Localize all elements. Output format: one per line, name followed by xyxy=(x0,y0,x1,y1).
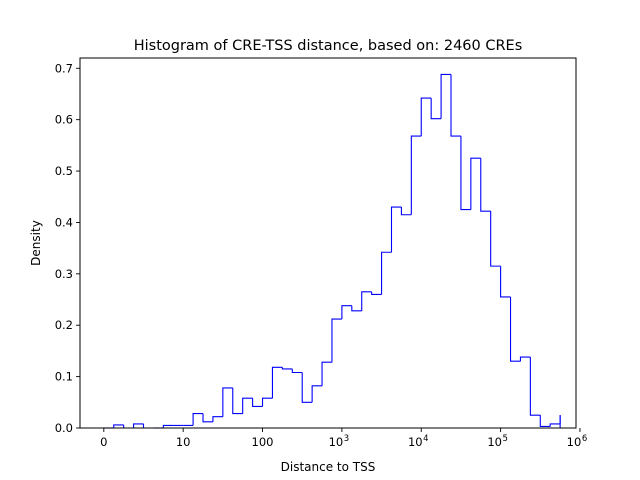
histogram-bin-30 xyxy=(400,207,412,216)
x-tick-label-4: 104 xyxy=(408,434,429,449)
histogram-bin-18 xyxy=(281,367,293,370)
histogram-bin-12 xyxy=(222,387,233,417)
histogram-bin-43 xyxy=(529,357,541,416)
histogram-bin-34 xyxy=(440,73,452,119)
y-tick-label-0: 0.0 xyxy=(55,421,73,435)
histogram-bin-33 xyxy=(430,98,442,120)
x-tick-label-0: 0 xyxy=(100,435,107,449)
histogram-bin-19 xyxy=(291,368,303,374)
histogram-bin-36 xyxy=(460,136,471,211)
y-axis-label: Density xyxy=(29,220,43,266)
y-tick-label-7: 0.7 xyxy=(55,61,73,75)
histogram-bin-13 xyxy=(232,387,243,415)
histogram-bin-32 xyxy=(420,97,432,137)
histogram-bin-31 xyxy=(410,135,422,215)
histogram-bin-17 xyxy=(271,366,283,399)
chart-title: Histogram of CRE-TSS distance, based on:… xyxy=(134,38,523,54)
histogram-bin-3 xyxy=(133,423,144,428)
histogram-bin-9 xyxy=(192,413,204,426)
histogram-bin-15 xyxy=(252,398,263,407)
y-tick-label-5: 0.5 xyxy=(55,164,73,178)
histogram-bin-37 xyxy=(470,157,481,210)
y-tick-label-2: 0.2 xyxy=(55,318,73,332)
histogram-bin-26 xyxy=(361,291,372,311)
y-tick-label-6: 0.6 xyxy=(55,113,73,127)
histogram-bin-22 xyxy=(321,361,332,386)
y-tick-label-3: 0.3 xyxy=(55,267,73,281)
histogram-bin-28 xyxy=(381,251,392,295)
plot-area xyxy=(103,73,561,429)
histogram-bin-23 xyxy=(331,318,342,363)
histogram-bin-10 xyxy=(202,413,213,423)
y-tick-label-4: 0.4 xyxy=(55,215,73,229)
axes-frame xyxy=(79,57,577,429)
histogram-bin-39 xyxy=(490,211,501,267)
histogram-bin-21 xyxy=(311,385,323,403)
x-tick-label-5: 105 xyxy=(487,434,508,449)
x-axis-label: Distance to TSS xyxy=(281,460,376,474)
x-tick-label-3: 103 xyxy=(329,434,350,449)
histogram-bin-1 xyxy=(113,424,124,428)
y-tick-label-1: 0.1 xyxy=(55,370,73,384)
histogram-bin-24 xyxy=(341,305,352,320)
histogram-bin-44 xyxy=(539,415,551,428)
histogram-bin-27 xyxy=(371,291,382,295)
histogram-bin-16 xyxy=(261,397,273,407)
histogram-bin-35 xyxy=(450,74,461,137)
histogram-bin-41 xyxy=(509,296,521,362)
histogram-bin-20 xyxy=(301,372,313,403)
histogram-bin-14 xyxy=(242,397,253,414)
x-tick-label-2: 100 xyxy=(252,435,274,449)
x-tick-label-6: 106 xyxy=(567,434,588,449)
x-tick-label-1: 10 xyxy=(176,435,191,449)
histogram-bin-38 xyxy=(480,158,491,212)
histogram-bin-25 xyxy=(351,305,362,312)
histogram-bin-11 xyxy=(212,416,223,422)
histogram-bin-40 xyxy=(500,266,511,298)
histogram-bin-42 xyxy=(519,356,531,362)
histogram-bin-45 xyxy=(549,423,561,427)
histogram-bin-29 xyxy=(390,206,402,253)
histogram-bin-6 xyxy=(162,424,174,428)
